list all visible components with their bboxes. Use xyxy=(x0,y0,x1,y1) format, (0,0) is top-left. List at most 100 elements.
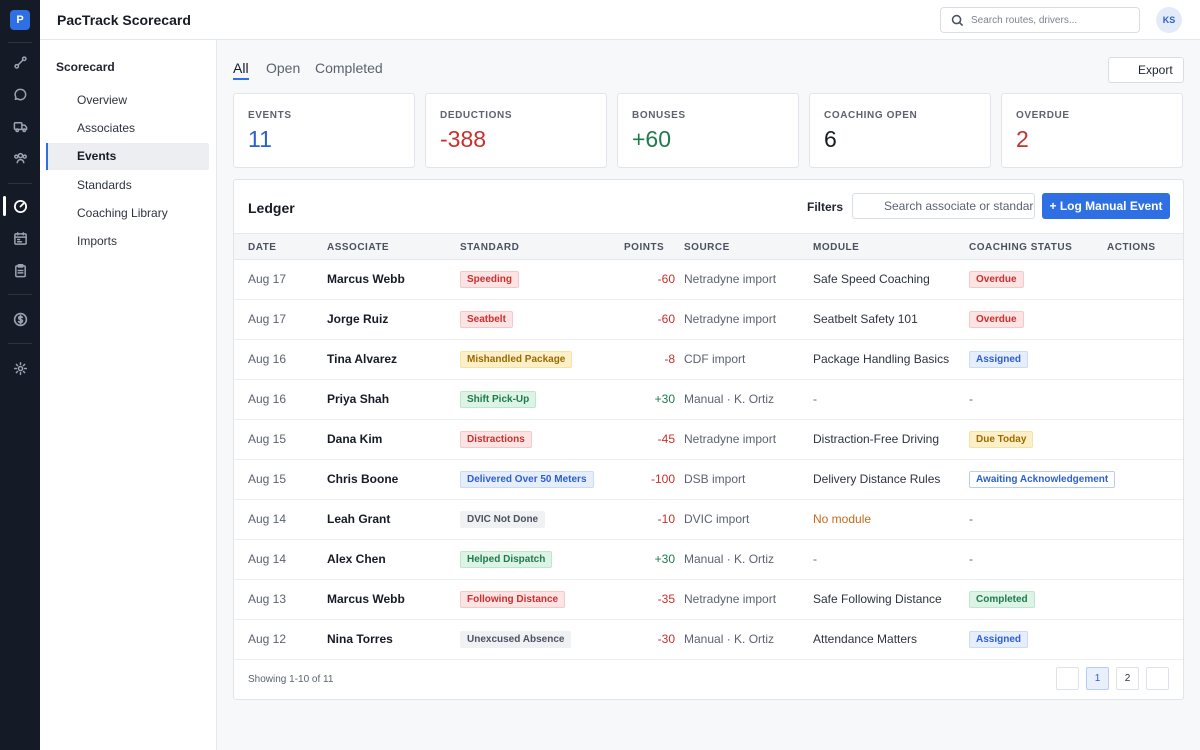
associate-name[interactable]: Marcus Webb xyxy=(327,272,405,286)
sidebar-item-coaching-library[interactable]: Coaching Library xyxy=(77,206,168,220)
route-icon[interactable] xyxy=(10,52,30,72)
table-row[interactable]: Aug 15 Chris Boone Delivered Over 50 Meter… xyxy=(234,460,1183,500)
tab-completed[interactable]: Completed xyxy=(315,60,383,76)
table-row[interactable]: Aug 12 Nina Torres Unexcused Absence -30 Man… xyxy=(234,620,1183,660)
points-value: -30 xyxy=(657,632,675,646)
table-header: DATE ASSOCIATE STANDARD POINTS SOURCE MO… xyxy=(234,233,1183,260)
table-row[interactable]: Aug 17 Jorge Ruiz Seatbelt -60 Netradyne imp… xyxy=(234,300,1183,340)
calendar-icon[interactable] xyxy=(10,228,30,248)
ledger-title: Ledger xyxy=(248,200,295,216)
next-page-button[interactable] xyxy=(1146,667,1169,690)
stat-value: +60 xyxy=(632,126,672,152)
table-row[interactable]: Aug 16 Tina Alvarez Mishandled Package -8 CD… xyxy=(234,340,1183,380)
stat-card-deductions: DEDUCTIONS -388 xyxy=(425,93,607,168)
truck-icon[interactable] xyxy=(10,116,30,136)
associate-name[interactable]: Priya Shah xyxy=(327,392,390,406)
global-search[interactable] xyxy=(940,7,1140,33)
event-date: Aug 15 xyxy=(248,432,287,446)
rail-divider xyxy=(8,42,32,43)
coaching-status-badge: - xyxy=(969,392,973,406)
table-row[interactable]: Aug 17 Marcus Webb Speeding -60 Netradyne im… xyxy=(234,260,1183,300)
sidebar-item-standards[interactable]: Standards xyxy=(77,178,132,192)
standard-badge: Helped Dispatch xyxy=(460,551,553,568)
pagination-summary: Showing 1-10 of 11 xyxy=(248,674,334,685)
coaching-status-badge: Overdue xyxy=(969,271,1024,288)
coaching-module[interactable]: Attendance Matters xyxy=(813,632,918,646)
column-header-points[interactable]: POINTS xyxy=(624,242,665,253)
event-date: Aug 14 xyxy=(248,512,287,526)
prev-page-button[interactable] xyxy=(1056,667,1079,690)
standard-badge: Shift Pick-Up xyxy=(460,391,537,408)
column-header-source[interactable]: SOURCE xyxy=(684,242,730,253)
points-value: +30 xyxy=(654,552,675,566)
dollar-icon[interactable] xyxy=(10,309,30,329)
log-manual-event-button[interactable]: + Log Manual Event xyxy=(1042,193,1170,219)
gauge-icon[interactable] xyxy=(10,196,30,216)
app-title: PacTrack Scorecard xyxy=(57,12,191,28)
user-avatar[interactable]: KS xyxy=(1156,7,1182,33)
ledger-search-input[interactable] xyxy=(852,193,1035,219)
associate-name[interactable]: Tina Alvarez xyxy=(327,352,398,366)
export-button[interactable]: Export xyxy=(1108,57,1184,83)
global-search-input[interactable] xyxy=(971,12,1131,29)
column-header-standard[interactable]: STANDARD xyxy=(460,242,520,253)
page-button-1[interactable]: 1 xyxy=(1086,667,1109,690)
table-row[interactable]: Aug 15 Dana Kim Distractions -45 Netradyne i… xyxy=(234,420,1183,460)
coaching-status-badge: Assigned xyxy=(969,351,1029,368)
coaching-module[interactable]: Safe Following Distance xyxy=(813,592,942,606)
associate-name[interactable]: Leah Grant xyxy=(327,512,391,526)
coaching-module: - xyxy=(813,392,817,406)
sidebar-item-associates[interactable]: Associates xyxy=(77,121,136,135)
sidebar-item-events[interactable]: Events xyxy=(46,143,209,170)
points-value: -35 xyxy=(657,592,675,606)
coaching-status-badge: Assigned xyxy=(969,631,1029,648)
page-button-2[interactable]: 2 xyxy=(1116,667,1139,690)
chat-icon[interactable] xyxy=(10,84,30,104)
coaching-status-badge: - xyxy=(969,512,973,526)
rail-divider xyxy=(8,294,32,295)
table-row[interactable]: Aug 13 Marcus Webb Following Distance -35 Ne… xyxy=(234,580,1183,620)
associate-name[interactable]: Nina Torres xyxy=(327,632,393,646)
event-source: Manual · K. Ortiz xyxy=(684,552,775,566)
coaching-module[interactable]: Safe Speed Coaching xyxy=(813,272,930,286)
coaching-status-badge: Completed xyxy=(969,591,1035,608)
table-row[interactable]: Aug 14 Alex Chen Helped Dispatch +30 Manual … xyxy=(234,540,1183,580)
column-header-coaching-status[interactable]: COACHING STATUS xyxy=(969,242,1073,253)
table-row[interactable]: Aug 16 Priya Shah Shift Pick-Up +30 Manual ·… xyxy=(234,380,1183,420)
sidebar-item-imports[interactable]: Imports xyxy=(77,234,118,248)
standard-badge: Delivered Over 50 Meters xyxy=(460,471,594,488)
column-header-associate[interactable]: ASSOCIATE xyxy=(327,242,390,253)
tab-all[interactable]: All xyxy=(233,60,249,80)
column-header-module[interactable]: MODULE xyxy=(813,242,860,253)
event-source: Netradyne import xyxy=(684,432,777,446)
associate-name[interactable]: Alex Chen xyxy=(327,552,386,566)
stat-card-events: EVENTS 11 xyxy=(233,93,415,168)
event-source: DSB import xyxy=(684,472,746,486)
coaching-module[interactable]: Distraction-Free Driving xyxy=(813,432,940,446)
settings-icon[interactable] xyxy=(10,358,30,378)
coaching-module[interactable]: Delivery Distance Rules xyxy=(813,472,941,486)
column-header-date[interactable]: DATE xyxy=(248,242,277,253)
coaching-module[interactable]: No module xyxy=(813,512,872,526)
sidebar-item-overview[interactable]: Overview xyxy=(77,93,128,107)
filters-label: Filters xyxy=(807,200,844,214)
app-logo[interactable]: P xyxy=(10,10,30,30)
tab-open[interactable]: Open xyxy=(266,60,301,76)
points-value: +30 xyxy=(654,392,675,406)
table-row[interactable]: Aug 14 Leah Grant DVIC Not Done -10 DVIC imp… xyxy=(234,500,1183,540)
team-icon[interactable] xyxy=(10,147,30,167)
associate-name[interactable]: Marcus Webb xyxy=(327,592,405,606)
standard-badge: Distractions xyxy=(460,431,532,448)
standard-badge: Following Distance xyxy=(460,591,566,608)
standard-badge: Unexcused Absence xyxy=(460,631,572,648)
coaching-status-badge: Overdue xyxy=(969,311,1024,328)
associate-name[interactable]: Chris Boone xyxy=(327,472,399,486)
coaching-module[interactable]: Package Handling Basics xyxy=(813,352,950,366)
clipboard-icon[interactable] xyxy=(10,260,30,280)
stat-card-overdue: OVERDUE 2 xyxy=(1001,93,1183,168)
associate-name[interactable]: Dana Kim xyxy=(327,432,383,446)
associate-name[interactable]: Jorge Ruiz xyxy=(327,312,389,326)
ledger-rows: Aug 17 Marcus Webb Speeding -60 Netradyne im… xyxy=(234,260,1183,660)
coaching-status-badge: Awaiting Acknowledgement xyxy=(969,471,1116,488)
coaching-module[interactable]: Seatbelt Safety 101 xyxy=(813,312,918,326)
